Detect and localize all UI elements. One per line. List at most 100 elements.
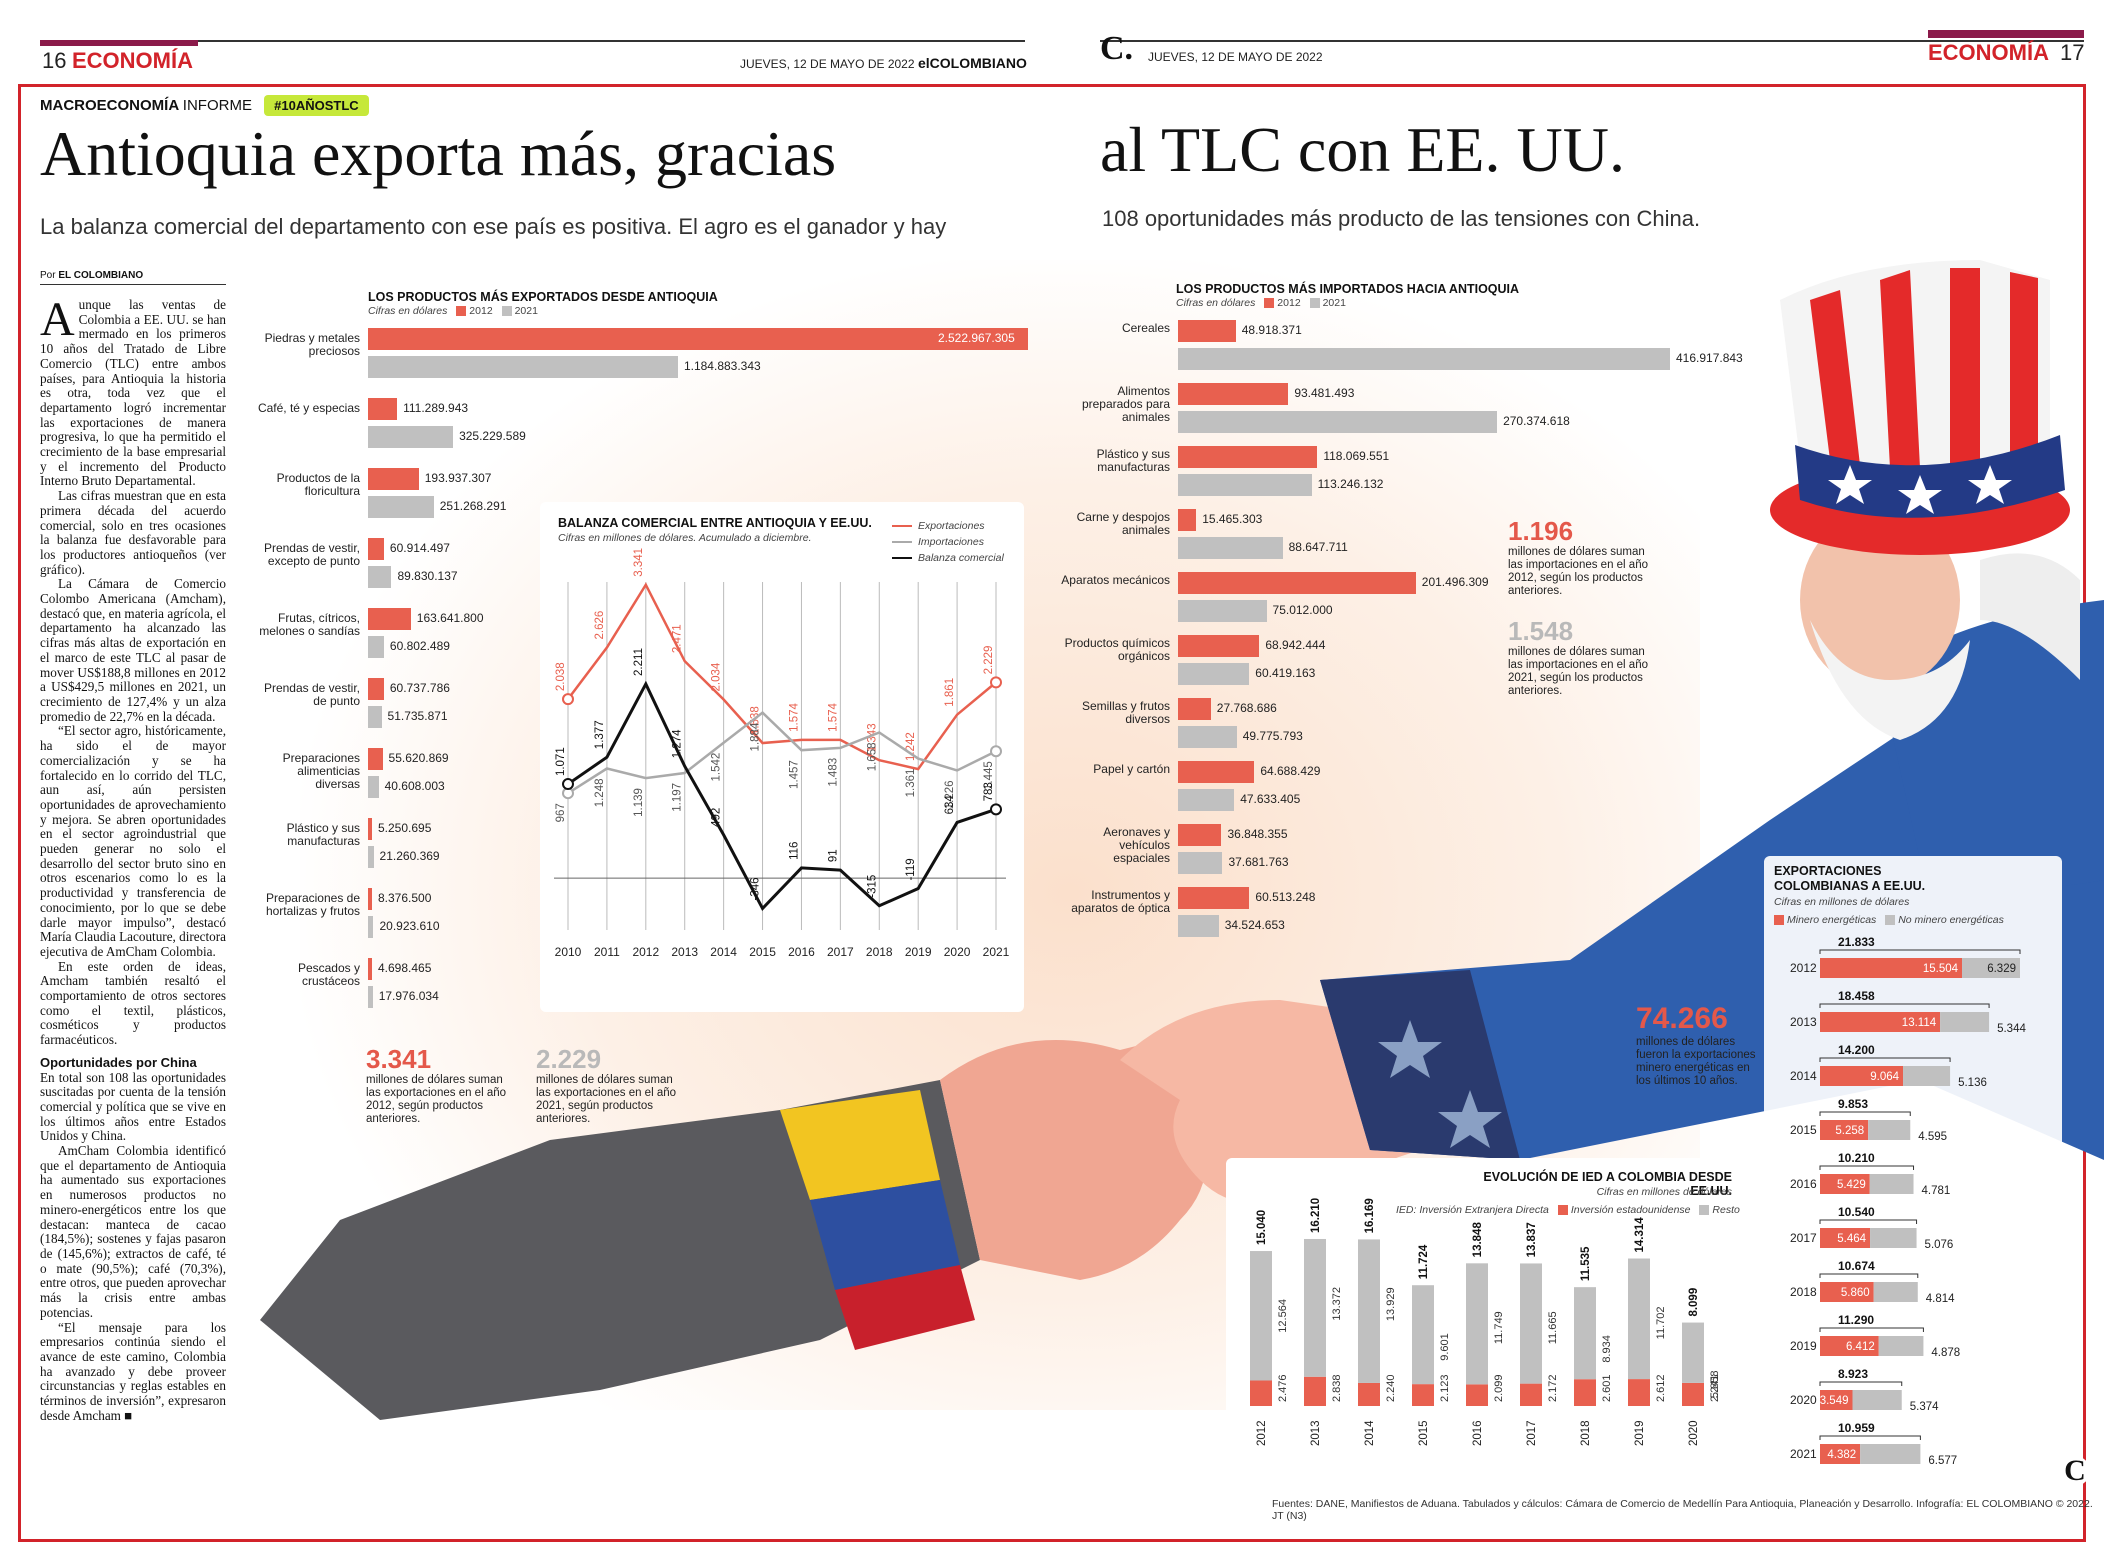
bar-2021 xyxy=(368,426,454,448)
imp2021-text: millones de dólares suman las importacio… xyxy=(1508,646,1648,697)
nonmining-label: 5.076 xyxy=(1925,1239,1954,1251)
star-icon xyxy=(1378,1020,1442,1078)
us-label: 2.612 xyxy=(1655,1374,1667,1402)
total-label: 11.535 xyxy=(1580,1246,1592,1281)
total-bracket xyxy=(1819,1003,1990,1008)
bar-2012 xyxy=(1178,761,1255,783)
bar-nonmining xyxy=(1852,1390,1902,1410)
bar-2012 xyxy=(1178,887,1250,909)
date-right: JUEVES, 12 DE MAYO DE 2022 xyxy=(1148,50,1323,64)
bar-2012 xyxy=(1178,383,1289,405)
category-label: Carne y despojos animales xyxy=(1076,510,1170,537)
year-label: 2016 xyxy=(1790,1177,1817,1191)
total-bracket xyxy=(1819,1435,1921,1440)
point-label: 1.197 xyxy=(672,783,684,812)
point-label: 1.242 xyxy=(905,732,917,761)
year-label: 2014 xyxy=(1790,1069,1817,1083)
headline-left: Antioquia exporta más, gracias xyxy=(40,118,837,189)
bar-value-label: 4.698.465 xyxy=(378,961,432,975)
legend-swatch-mining xyxy=(1774,915,1784,926)
category-label: Semillas y frutos diversos xyxy=(1081,699,1170,726)
point-label: -315 xyxy=(866,875,878,898)
x-tick-label: 2021 xyxy=(983,945,1010,959)
bar-value-label: 193.937.307 xyxy=(424,471,492,485)
balance-chart-title: BALANZA COMERCIAL ENTRE ANTIOQUIA Y EE.U… xyxy=(558,516,872,530)
nonmining-label: 4.781 xyxy=(1922,1185,1951,1197)
point-label: 1.377 xyxy=(594,720,606,749)
point-label: 1.445 xyxy=(983,761,995,790)
col-exports-chart: 21.833 15.504 6.329 2012 18.458 13.114 5.344 20… xyxy=(1790,935,2026,1467)
bar-mining xyxy=(1820,1012,1941,1032)
ied-stacked-chart: 15.040 12.564 2.476 2012 16.210 13.372 2.838 20… xyxy=(1250,1198,1721,1446)
col-exports-legend: Minero energéticas No minero energéticas xyxy=(1768,914,2004,926)
paragraph: “El sector agro, históricamente, ha sido… xyxy=(40,723,227,959)
total-label: 13.848 xyxy=(1472,1222,1484,1258)
hat-star-icon xyxy=(1898,475,1942,514)
kicker: MACROECONOMÍA INFORME #10AÑOSTLC xyxy=(40,95,369,116)
total-label: 10.540 xyxy=(1838,1205,1875,1219)
exports-chart-legend: Cifras en dólares 2012 2021 xyxy=(368,305,538,317)
mining-label: 5.258 xyxy=(1835,1125,1864,1137)
bar-us xyxy=(1466,1384,1488,1406)
bar-2021 xyxy=(1178,663,1250,685)
x-tick-label: 2018 xyxy=(866,945,893,959)
x-tick-label: 2019 xyxy=(905,945,932,959)
bar-value-label: 51.735.871 xyxy=(387,709,448,723)
paragraph: En total son 108 las oportunidades susci… xyxy=(40,1069,226,1144)
legend-label-2021: 2021 xyxy=(514,305,538,317)
bar-value-label: 60.914.497 xyxy=(389,541,450,555)
year-label: 2020 xyxy=(1688,1420,1700,1446)
bar-2021 xyxy=(368,776,379,798)
total-label: 16.169 xyxy=(1364,1198,1376,1233)
us-label: 2.172 xyxy=(1547,1374,1559,1402)
balance-chart-note: Cifras en millones de dólares. Acumulado… xyxy=(558,532,812,544)
category-label: Plástico y sus manufacturas xyxy=(286,821,360,848)
bar-value-label: 2.522.967.305 xyxy=(938,331,1015,345)
total-label: 8.923 xyxy=(1838,1367,1868,1381)
bar-value-label: 118.069.551 xyxy=(1323,449,1390,463)
rest-label: 11.749 xyxy=(1493,1311,1505,1344)
imp2012-value: 1.196 xyxy=(1508,516,1574,546)
imp2012-text: millones de dólares suman las importacio… xyxy=(1508,546,1648,597)
year-label: 2015 xyxy=(1418,1420,1430,1446)
bar-value-label: 113.246.132 xyxy=(1317,477,1384,491)
legend-label-nonmining: No minero energéticas xyxy=(1898,914,2004,926)
endpoint-marker xyxy=(990,803,1002,816)
bar-nonmining xyxy=(1868,1120,1911,1140)
total-bracket xyxy=(1819,1327,1924,1332)
year-label: 2014 xyxy=(1364,1420,1376,1446)
bar-rest xyxy=(1250,1251,1272,1381)
category-label: Preparaciones de hortalizas y frutos xyxy=(265,891,360,918)
rest-label: 13.929 xyxy=(1385,1287,1397,1321)
imports-chart-title: LOS PRODUCTOS MÁS IMPORTADOS HACIA ANTIO… xyxy=(1176,282,1520,296)
nonmining-label: 6.577 xyxy=(1928,1455,1957,1467)
category-label: Cereales xyxy=(1121,321,1170,335)
us-label: 2.601 xyxy=(1601,1374,1613,1402)
bar-value-label: 111.289.943 xyxy=(403,401,469,415)
ied-chart-legend: IED: Inversión Extranjera Directa Invers… xyxy=(1396,1204,1740,1216)
exp2012-text: millones de dólares suman las exportacio… xyxy=(366,1074,507,1125)
x-tick-label: 2017 xyxy=(827,945,854,959)
kicker-type: INFORME xyxy=(182,97,252,114)
point-label: 1.361 xyxy=(905,769,917,798)
bar-value-label: 48.918.371 xyxy=(1241,323,1302,337)
category-label: Prendas de vestir, de punto xyxy=(263,681,360,708)
paragraph: En este orden de ideas, Amcham también r… xyxy=(40,958,226,1048)
bar-value-label: 17.976.034 xyxy=(378,989,439,1003)
point-label: 1.483 xyxy=(827,758,839,787)
bar-value-label: 60.513.248 xyxy=(1255,890,1316,904)
mining-label: 5.429 xyxy=(1837,1179,1866,1191)
bar-value-label: 68.942.444 xyxy=(1265,638,1326,652)
exports-bar-chart: Piedras y metales preciosos 2.522.967.305… xyxy=(250,328,1030,1018)
bar-nonmining xyxy=(1873,1282,1918,1302)
point-label: 1.542 xyxy=(711,753,723,782)
total-label: 15.040 xyxy=(1256,1210,1268,1245)
legend-swatch-2012 xyxy=(456,306,467,317)
bar-value-label: 34.524.653 xyxy=(1224,918,1285,932)
hashtag-badge: #10AÑOSTLC xyxy=(264,95,369,116)
bar-2012 xyxy=(368,608,411,630)
us-label: 2.838 xyxy=(1331,1374,1343,1402)
point-label: 1.071 xyxy=(555,747,567,776)
total-label: 10.674 xyxy=(1838,1259,1875,1273)
bar-mining xyxy=(1820,1282,1874,1302)
